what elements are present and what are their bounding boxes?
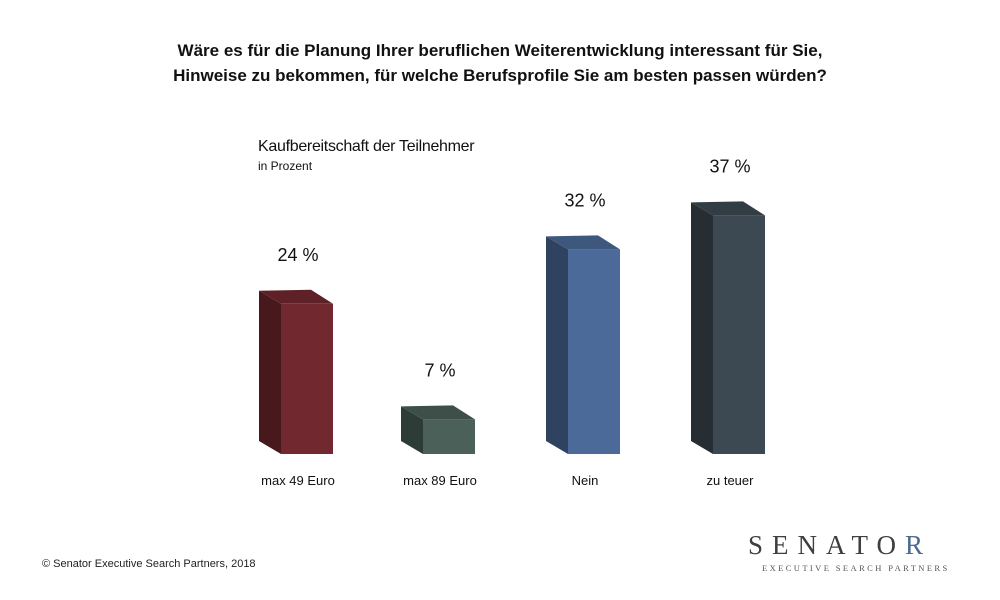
value-label-max-49-euro: 24 % bbox=[277, 245, 318, 265]
question-line-2: Hinweise zu bekommen, für welche Berufsp… bbox=[173, 66, 827, 85]
question-line-1: Wäre es für die Planung Ihrer berufliche… bbox=[177, 41, 823, 60]
senator-logo: SENATOR EXECUTIVE SEARCH PARTNERS bbox=[748, 530, 978, 573]
category-label-nein: Nein bbox=[572, 473, 599, 488]
value-label-nein: 32 % bbox=[564, 190, 605, 210]
value-label-zu-teuer: 37 % bbox=[709, 156, 750, 176]
value-label-max-89-euro: 7 % bbox=[424, 360, 455, 380]
category-label-max-49-euro: max 49 Euro bbox=[261, 473, 335, 488]
bar-top-max-89-euro bbox=[401, 405, 475, 420]
bar-side-max-89-euro bbox=[401, 406, 423, 454]
bar-top-nein bbox=[546, 235, 620, 250]
bar-side-max-49-euro bbox=[259, 290, 281, 454]
bar-top-max-49-euro bbox=[259, 289, 333, 304]
category-label-max-89-euro: max 89 Euro bbox=[403, 473, 477, 488]
chart-title-block: Kaufbereitschaft der Teilnehmer in Proze… bbox=[258, 137, 475, 174]
bar-side-zu-teuer bbox=[691, 202, 713, 454]
bar-max-49-euro bbox=[281, 303, 333, 454]
category-label-zu-teuer: zu teuer bbox=[707, 473, 755, 488]
logo-name-main: SENATO bbox=[748, 530, 906, 560]
bar-top-zu-teuer bbox=[691, 201, 765, 216]
bar-max-89-euro bbox=[423, 419, 475, 454]
chart-title: Kaufbereitschaft der Teilnehmer bbox=[258, 138, 475, 155]
logo-tagline: EXECUTIVE SEARCH PARTNERS bbox=[762, 563, 950, 573]
chart-question: Wäre es für die Planung Ihrer berufliche… bbox=[0, 38, 1000, 88]
copyright-text: © Senator Executive Search Partners, 201… bbox=[42, 558, 256, 570]
bar-nein bbox=[568, 249, 620, 454]
bar-zu-teuer bbox=[713, 215, 765, 454]
logo-wordmark: SENATOR bbox=[748, 530, 978, 560]
chart-unit-label: in Prozent bbox=[258, 159, 313, 173]
logo-name-last: R bbox=[905, 530, 933, 560]
bar-side-nein bbox=[546, 236, 568, 454]
